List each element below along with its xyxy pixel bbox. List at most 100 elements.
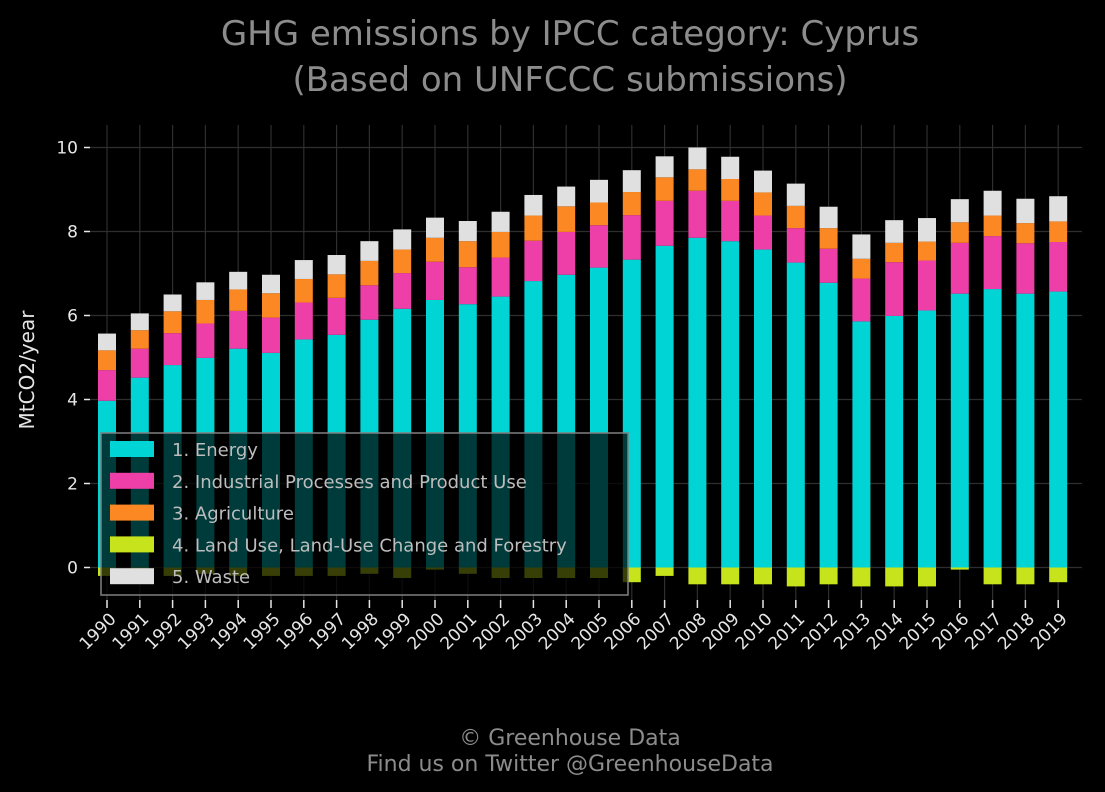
x-tick-label: 2000	[404, 609, 449, 654]
bar-segment	[786, 205, 805, 229]
bar-segment	[229, 310, 248, 349]
bar-segment	[950, 199, 969, 223]
legend-label: 2. Industrial Processes and Product Use	[172, 472, 527, 493]
bar-segment	[262, 317, 280, 353]
bar-segment	[721, 156, 740, 179]
x-tick-label: 2012	[797, 609, 842, 654]
bar-segment	[688, 237, 707, 568]
bar-segment	[1016, 567, 1035, 585]
bar-segment	[1049, 242, 1068, 292]
legend-swatch	[110, 568, 154, 585]
x-tick-label: 1998	[338, 609, 383, 654]
x-tick-label: 1997	[305, 609, 350, 654]
legend-label: 5. Waste	[172, 567, 250, 588]
bar-segment	[852, 321, 871, 568]
chart-subtitle: (Based on UNFCCC submissions)	[292, 60, 847, 100]
legend: 1. Energy 2. Industrial Processes and Pro…	[100, 432, 629, 596]
bar-segment	[557, 231, 576, 275]
x-tick-label: 2003	[502, 609, 547, 654]
bar-segment	[622, 215, 641, 260]
bar-segment	[294, 278, 313, 303]
bar-segment	[262, 274, 280, 294]
bar-segment	[130, 313, 149, 331]
y-tick-label: 8	[67, 223, 78, 243]
bar-segment	[721, 179, 740, 201]
x-tick-label: 2001	[437, 609, 482, 654]
bar-segment	[491, 211, 510, 232]
bar-segment	[950, 242, 969, 294]
bar-segment	[655, 200, 674, 246]
bar-segment	[360, 241, 379, 261]
bar-segment	[458, 241, 477, 268]
bar-segment	[852, 567, 871, 587]
legend-label: 3. Agriculture	[172, 504, 294, 525]
bar-segment	[360, 285, 379, 320]
bar-segment	[983, 289, 1002, 568]
bar-segment	[688, 190, 707, 238]
bar-segment	[983, 567, 1002, 585]
legend-swatch	[110, 472, 154, 489]
bar-segment	[786, 183, 805, 206]
bar-segment	[294, 260, 313, 279]
bar-segment	[819, 567, 838, 585]
bar-segment	[688, 169, 707, 191]
legend-items: 1. Energy 2. Industrial Processes and Pro…	[110, 440, 567, 588]
bar-segment	[491, 257, 510, 297]
x-tick-label: 1991	[109, 609, 154, 654]
bar-segment	[819, 206, 838, 229]
bar-segment	[786, 567, 805, 587]
bar-segment	[426, 261, 444, 300]
bar-segment	[458, 221, 477, 242]
bar-segment	[918, 567, 936, 587]
bar-segment	[885, 242, 904, 263]
bar-segment	[852, 234, 871, 259]
bar-segment	[393, 273, 412, 309]
legend-swatch	[110, 441, 154, 457]
bar-segment	[786, 228, 805, 263]
x-tick-label: 1994	[207, 609, 252, 654]
bar-segment	[1016, 243, 1035, 294]
y-tick-label: 4	[67, 391, 78, 411]
bar-segment	[655, 177, 674, 201]
bar-segment	[754, 567, 772, 585]
bar-segment	[688, 567, 707, 585]
bar-segment	[262, 293, 280, 318]
bar-segment	[983, 190, 1002, 216]
x-tick-label: 1996	[273, 609, 318, 654]
x-tick-label: 1993	[174, 609, 219, 654]
bar-segment	[655, 245, 674, 568]
bar-segment	[918, 260, 936, 311]
bar-segment	[1016, 198, 1035, 224]
bar-segment	[327, 297, 346, 335]
bar-segment	[163, 333, 182, 366]
bar-segment	[950, 293, 969, 568]
legend-label: 4. Land Use, Land-Use Change and Forestr…	[172, 535, 567, 556]
bar-segment	[360, 260, 379, 286]
bar-segment	[98, 350, 116, 371]
bar-segment	[754, 170, 772, 193]
bar-segment	[163, 311, 182, 334]
bar-segment	[622, 192, 641, 216]
bar-segment	[688, 147, 707, 170]
x-tick-label: 2002	[469, 609, 514, 654]
y-tick-label: 2	[67, 475, 78, 495]
bar-segment	[622, 170, 641, 193]
bar-segment	[1016, 223, 1035, 244]
bar-segment	[885, 567, 904, 587]
bar-segment	[819, 248, 838, 283]
bar-segment	[393, 229, 412, 250]
bar-segment	[1016, 293, 1035, 568]
bar-segment	[327, 255, 346, 275]
x-tick-label: 1990	[76, 609, 121, 654]
y-tick-label: 10	[56, 139, 78, 159]
bar-segment	[196, 323, 215, 358]
x-tick-label: 2017	[961, 609, 1006, 654]
bar-segment	[163, 294, 182, 312]
y-tick-label: 0	[67, 559, 78, 579]
x-tick-label: 2008	[666, 609, 711, 654]
bar-segment	[721, 200, 740, 242]
bar-segment	[130, 348, 149, 378]
x-tick-label: 1999	[371, 609, 416, 654]
x-tick-label: 2006	[601, 609, 646, 654]
x-tick-label: 1995	[240, 609, 285, 654]
